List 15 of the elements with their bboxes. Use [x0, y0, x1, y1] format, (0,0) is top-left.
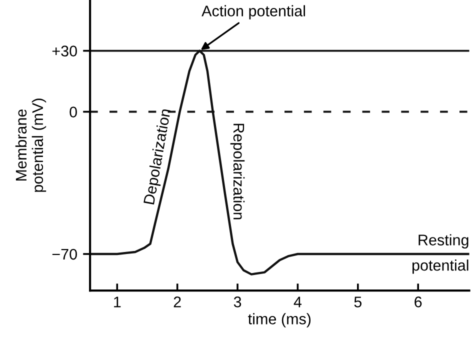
y-tick-label: +30	[52, 46, 77, 56]
x-tick-label: 3	[234, 296, 242, 308]
annotation: Resting potential	[412, 234, 468, 274]
x-axis-title: time (ms)	[248, 313, 311, 328]
x-tick-label: 5	[354, 296, 362, 308]
y-axis-title: Membrane potential (mV)	[15, 98, 46, 192]
annotation: Repolarization	[230, 124, 245, 220]
y-tick-label: 0	[70, 106, 77, 118]
x-tick-label: 2	[174, 296, 181, 308]
x-tick-label: 6	[414, 296, 422, 308]
annotation: Action potential	[202, 5, 305, 20]
x-tick-label: 1	[114, 296, 121, 308]
x-tick-label: 4	[294, 296, 302, 308]
line-series	[90, 50, 470, 276]
y-tick-label: −70	[52, 248, 77, 260]
